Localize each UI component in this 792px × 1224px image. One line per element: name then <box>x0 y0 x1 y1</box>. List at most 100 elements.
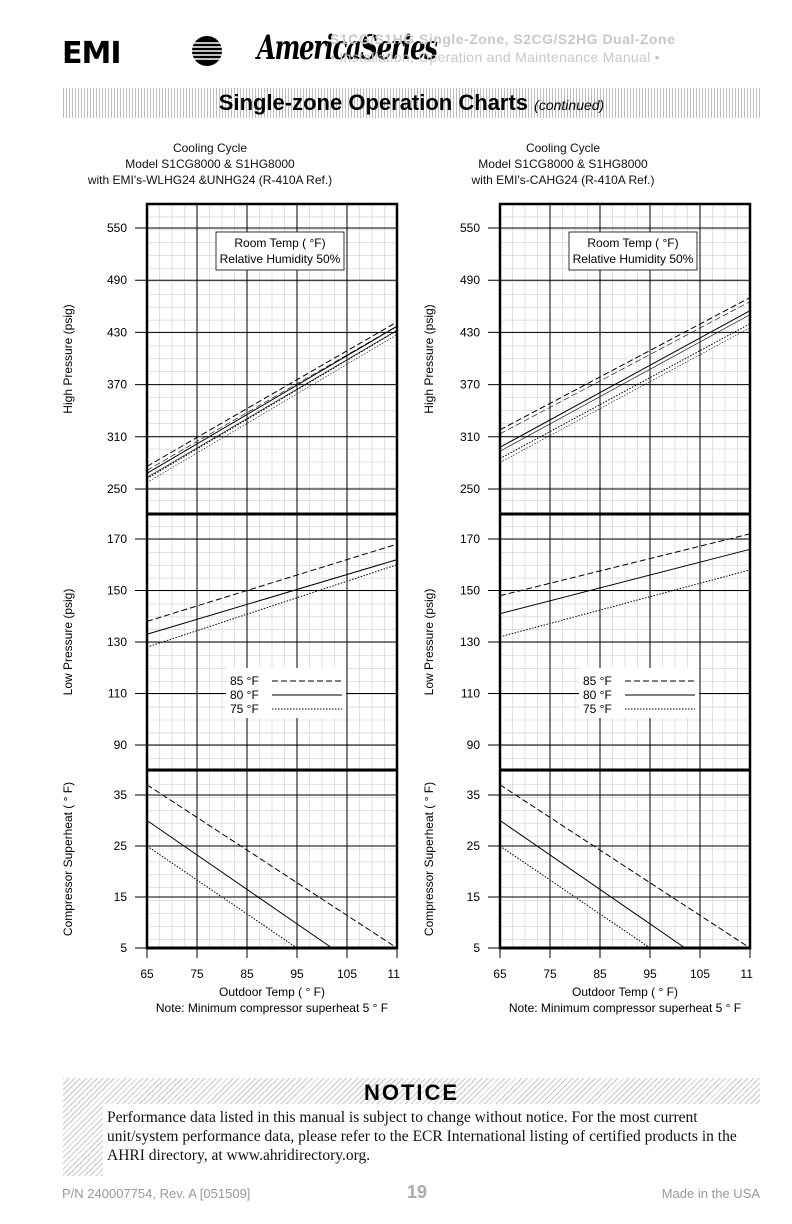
x-tick-label: 105 <box>337 967 357 981</box>
y-tick-label: 110 <box>108 687 127 701</box>
page-number: 19 <box>407 1182 428 1202</box>
operation-chart-left: Cooling Cycle Model S1CG8000 & S1HG8000 … <box>20 140 400 1030</box>
y-tick-label: 130 <box>107 635 127 649</box>
series-line-low <box>146 543 398 622</box>
manual-title-line1: S1CG/S1HG Single-Zone, S2CG/S2HG Dual-Zo… <box>330 31 676 47</box>
series-line-superheat <box>499 784 751 949</box>
legend-box <box>226 668 346 718</box>
x-tick-label: 85 <box>240 967 254 981</box>
y-tick-label: 550 <box>460 221 480 235</box>
chart-title-line: with EMI's-CAHG24 (R-410A Ref.) <box>471 173 655 187</box>
series-line-low <box>146 564 398 648</box>
notice-title: NOTICE <box>363 1080 460 1105</box>
series-logo: AmericaSeries <box>257 28 438 68</box>
series-line-high-shadow <box>499 301 751 435</box>
y-tick-label: 35 <box>114 788 128 802</box>
chart-note: Note: Minimum compressor superheat 5 ° F <box>156 1001 388 1015</box>
y-tick-label: 170 <box>107 532 127 546</box>
series-line-high <box>146 325 398 474</box>
series-line-high <box>499 297 751 431</box>
x-tick-label: 65 <box>493 967 507 981</box>
manual-title-line2: • Installation, Operation and Maintenanc… <box>330 49 660 65</box>
y-tick-label: 310 <box>460 430 480 444</box>
globe-icon <box>192 36 222 66</box>
y-tick-label: 90 <box>467 738 481 752</box>
made-in: Made in the USA <box>661 1186 760 1201</box>
section-banner: Single-zone Operation Charts (continued) <box>63 88 760 118</box>
y-tick-label: 490 <box>107 273 127 287</box>
chart-plot: 250 310 370 430 490 550 High Pressure (psig) 90… <box>61 202 400 1015</box>
operation-chart-right: Cooling Cycle Model S1CG8000 & S1HG8000 … <box>373 140 753 1030</box>
chart-title-line: Cooling Cycle <box>525 141 601 155</box>
room-temp-label: Room Temp ( °F) <box>587 236 678 250</box>
humidity-label: Relative Humidity 50% <box>220 252 341 266</box>
y-tick-label: 370 <box>460 378 480 392</box>
x-tick-label: 85 <box>593 967 607 981</box>
y-axis-label: High Pressure (psig) <box>422 304 436 413</box>
y-tick-label: 430 <box>460 325 480 339</box>
part-number: P/N 240007754, Rev. A [051509] <box>62 1186 251 1201</box>
manual-title: S1CG/S1HG Single-Zone, S2CG/S2HG Dual-Zo… <box>330 30 760 66</box>
series-line-high-shadow <box>146 325 398 471</box>
chart-title: Cooling Cycle Model S1CG8000 & S1HG8000 … <box>20 140 400 188</box>
legend-label: 80 °F <box>583 688 612 702</box>
series-line-low <box>499 548 751 615</box>
series-line-superheat <box>146 784 398 949</box>
series-line-superheat <box>146 845 298 949</box>
legend-label: 85 °F <box>230 674 259 688</box>
x-axis-label: Outdoor Temp ( ° F) <box>572 985 678 999</box>
y-axis-label: Compressor Superheat ( ° F) <box>422 782 436 936</box>
notice-panel <box>103 1104 760 1176</box>
brand-mark: EMI <box>62 36 122 71</box>
humidity-label: Relative Humidity 50% <box>573 252 694 266</box>
y-tick-label: 90 <box>114 738 128 752</box>
room-temp-label: Room Temp ( °F) <box>234 236 325 250</box>
y-tick-label: 5 <box>120 941 127 955</box>
chart-title: Cooling Cycle Model S1CG8000 & S1HG8000 … <box>373 140 753 188</box>
y-tick-label: 150 <box>460 584 480 598</box>
y-axis-label: Low Pressure (psig) <box>61 589 75 696</box>
chart-title-line: with EMI's-WLHG24 &UNHG24 (R-410A Ref.) <box>87 173 333 187</box>
section-continued: (continued) <box>534 97 605 113</box>
x-tick-label: 115 <box>740 967 753 981</box>
y-axis-label: Low Pressure (psig) <box>422 589 436 696</box>
legend-label: 85 °F <box>583 674 612 688</box>
series-line-low <box>146 559 398 635</box>
y-tick-label: 430 <box>107 325 127 339</box>
y-tick-label: 25 <box>114 839 128 853</box>
x-tick-label: 75 <box>190 967 204 981</box>
series-line-high <box>499 310 751 448</box>
y-tick-label: 310 <box>107 430 127 444</box>
y-axis-label: Compressor Superheat ( ° F) <box>61 782 75 936</box>
room-temp-box <box>215 231 345 271</box>
legend-box <box>579 668 699 718</box>
y-tick-label: 25 <box>467 839 481 853</box>
legend-label: 75 °F <box>230 702 259 716</box>
y-tick-label: 170 <box>460 532 480 546</box>
series-line-superheat <box>499 820 686 949</box>
chart-title-line: Model S1CG8000 & S1HG8000 <box>478 157 648 171</box>
x-tick-label: 105 <box>690 967 710 981</box>
chart-title-line: Model S1CG8000 & S1HG8000 <box>125 157 295 171</box>
chart-note: Note: Minimum compressor superheat 5 ° F <box>509 1001 741 1015</box>
x-tick-label: 65 <box>140 967 154 981</box>
y-tick-label: 150 <box>107 584 127 598</box>
y-tick-label: 370 <box>107 378 127 392</box>
y-axis-label: High Pressure (psig) <box>61 304 75 413</box>
series-line-high <box>499 323 751 459</box>
legend-label: 80 °F <box>230 688 259 702</box>
x-axis-label: Outdoor Temp ( ° F) <box>219 985 325 999</box>
page-header: EMI AmericaSeries S1CG/S1HG Single-Zone,… <box>0 0 792 80</box>
series-line-superheat <box>499 845 651 949</box>
x-tick-label: 95 <box>643 967 657 981</box>
series-line-high <box>146 330 398 479</box>
y-tick-label: 550 <box>107 221 127 235</box>
section-title-text: Single-zone Operation Charts <box>218 90 529 115</box>
x-tick-label: 75 <box>543 967 557 981</box>
section-title: Single-zone Operation Charts (continued) <box>63 90 760 116</box>
y-tick-label: 15 <box>114 890 128 904</box>
y-tick-label: 35 <box>467 788 481 802</box>
x-tick-label: 95 <box>290 967 304 981</box>
series-line-high-shadow <box>146 334 398 483</box>
series-line-low <box>499 533 751 597</box>
